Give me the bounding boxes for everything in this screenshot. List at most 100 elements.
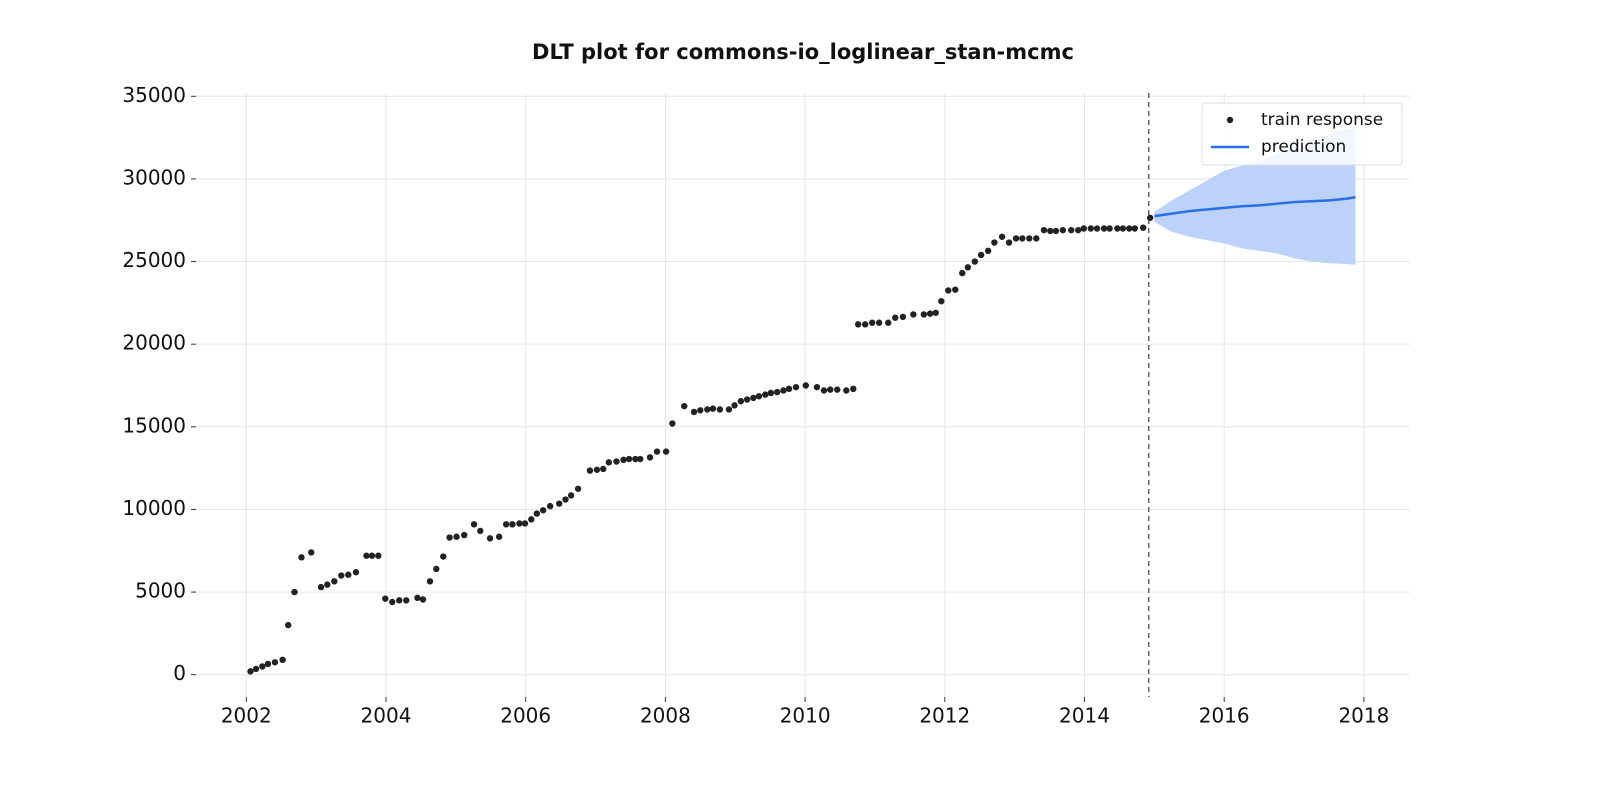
data-point	[892, 314, 899, 321]
data-point	[259, 663, 266, 670]
x-tick-label: 2018	[1338, 704, 1389, 728]
data-point	[433, 565, 440, 573]
data-point	[1040, 226, 1048, 234]
data-point	[1114, 225, 1121, 232]
data-point	[338, 572, 345, 579]
data-point	[1033, 235, 1040, 242]
x-tick-label: 2014	[1059, 704, 1110, 728]
x-tick-label: 2004	[361, 704, 412, 728]
data-point	[938, 298, 945, 305]
data-point	[502, 521, 510, 528]
chart-title: DLT plot for commons-io_loglinear_stan-m…	[532, 40, 1074, 64]
legend-box	[1201, 102, 1403, 166]
data-point	[1139, 224, 1147, 231]
data-point	[662, 448, 670, 455]
data-point	[593, 466, 601, 473]
data-point	[755, 393, 763, 400]
data-point	[620, 456, 627, 464]
data-point	[539, 507, 547, 514]
y-tick-label: 5000	[135, 579, 186, 603]
data-point	[899, 313, 907, 321]
x-tick-label: 2016	[1199, 704, 1250, 728]
data-point	[875, 319, 883, 326]
legend-swatch	[1226, 116, 1234, 124]
data-point	[813, 383, 821, 391]
data-point	[308, 549, 315, 556]
prediction-line	[1154, 195, 1356, 218]
data-point	[861, 321, 869, 328]
data-point	[850, 385, 857, 393]
data-point	[1080, 225, 1087, 232]
data-point	[709, 405, 717, 412]
data-point	[945, 287, 952, 294]
data-point	[446, 534, 453, 541]
data-point	[1012, 235, 1020, 242]
data-point	[477, 527, 484, 535]
data-point	[403, 597, 410, 604]
data-point	[625, 455, 633, 463]
data-point	[470, 521, 478, 528]
data-point	[271, 659, 279, 666]
data-point	[279, 656, 286, 664]
data-point	[567, 492, 575, 499]
data-point	[820, 387, 828, 394]
data-point	[725, 406, 733, 413]
data-point	[984, 247, 992, 255]
legend-label: train response	[1261, 110, 1383, 130]
data-point	[632, 455, 639, 463]
data-point	[854, 321, 862, 328]
data-point	[1100, 225, 1108, 232]
y-tick-label: 10000	[122, 496, 186, 520]
data-point	[971, 258, 979, 265]
x-tick-label: 2006	[500, 704, 551, 728]
y-tick-label: 25000	[122, 248, 186, 272]
data-point	[868, 319, 876, 326]
data-point	[1087, 225, 1094, 232]
data-point	[637, 455, 644, 463]
data-point	[716, 406, 724, 413]
data-point	[317, 583, 325, 591]
data-point	[920, 311, 928, 318]
data-point	[252, 665, 260, 673]
data-point	[681, 402, 688, 410]
data-point	[546, 502, 554, 510]
data-point	[264, 660, 272, 668]
data-point	[834, 386, 841, 393]
data-point	[843, 387, 850, 394]
data-point	[802, 382, 809, 389]
data-point	[1093, 225, 1101, 232]
data-point	[1005, 239, 1013, 246]
data-point	[331, 578, 338, 585]
data-point	[910, 311, 917, 318]
data-point	[762, 391, 769, 398]
x-tick-label: 2002	[221, 704, 272, 728]
data-point	[767, 389, 775, 397]
data-point	[737, 397, 745, 405]
data-point	[653, 448, 661, 455]
data-point	[977, 251, 985, 259]
data-point	[486, 535, 494, 542]
data-point	[495, 533, 503, 540]
data-point	[1119, 225, 1127, 232]
data-point	[731, 402, 738, 409]
data-point	[785, 385, 793, 393]
data-point	[562, 496, 569, 503]
data-point	[291, 588, 298, 596]
data-point	[1131, 225, 1138, 232]
x-tick-label: 2010	[780, 704, 831, 728]
data-point	[697, 407, 704, 414]
data-point	[528, 516, 535, 523]
data-point	[605, 459, 613, 466]
data-point	[521, 520, 529, 527]
data-point	[1126, 225, 1133, 232]
data-point	[574, 485, 582, 492]
data-point	[363, 552, 370, 559]
data-point	[1019, 235, 1026, 242]
data-point	[396, 597, 403, 604]
data-point	[1026, 235, 1033, 242]
legend-label: prediction	[1261, 137, 1346, 157]
data-point	[414, 594, 421, 602]
data-point	[461, 531, 468, 539]
data-point	[516, 520, 523, 527]
